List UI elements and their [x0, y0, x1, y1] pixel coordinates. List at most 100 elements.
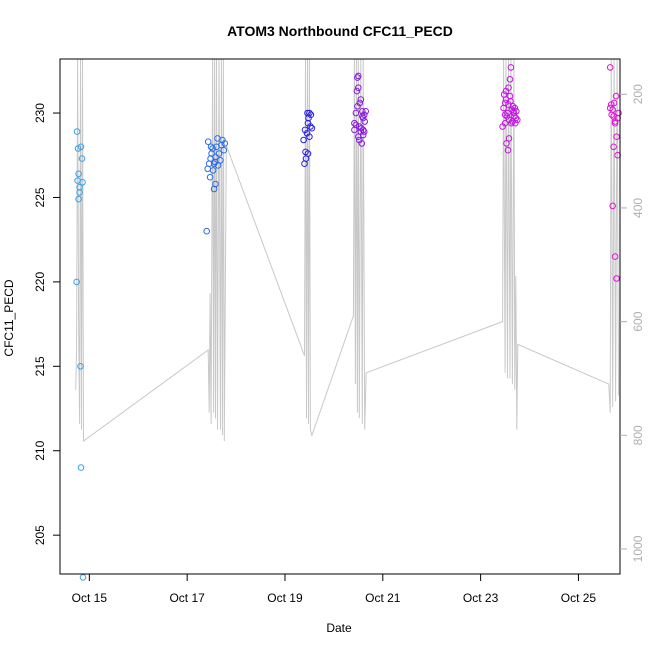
data-point	[615, 109, 622, 117]
data-point	[209, 145, 216, 152]
x-tick-label: Oct 21	[365, 591, 401, 605]
data-point	[77, 143, 85, 151]
data-point	[73, 128, 81, 135]
data-point	[606, 64, 614, 71]
data-point	[611, 253, 619, 260]
secondary-tick-label: 800	[631, 425, 645, 445]
y-tick-label: 220	[33, 272, 47, 292]
data-point	[611, 118, 619, 125]
data-point	[359, 113, 366, 120]
data-point	[220, 146, 228, 154]
data-point	[307, 111, 315, 118]
data-point	[610, 143, 617, 151]
data-point	[360, 111, 368, 118]
x-tick-label: Oct 17	[169, 591, 205, 605]
data-point	[79, 179, 86, 186]
data-point	[221, 140, 229, 147]
data-point	[300, 136, 307, 144]
data-point	[512, 119, 519, 127]
data-point	[203, 227, 210, 235]
data-point	[502, 96, 510, 103]
x-tick-label: Oct 25	[561, 591, 597, 605]
series-2	[203, 135, 229, 235]
data-point	[503, 140, 510, 147]
series-3	[300, 109, 316, 167]
data-point	[355, 84, 362, 91]
x-tick-label: Oct 19	[267, 591, 303, 605]
data-point	[352, 109, 360, 117]
data-point	[308, 124, 316, 132]
data-point	[362, 108, 370, 115]
data-point	[204, 138, 212, 145]
data-point	[355, 72, 362, 80]
secondary-tick-label: 600	[631, 311, 645, 331]
chart-title: ATOM3 Northbound CFC11_PECD	[227, 23, 453, 39]
y-tick-label: 230	[33, 103, 47, 123]
data-point	[353, 87, 361, 95]
x-axis-label: Date	[326, 621, 352, 635]
data-point	[509, 103, 517, 110]
data-point	[505, 101, 512, 108]
data-point	[503, 113, 511, 120]
data-point	[612, 92, 620, 100]
data-point	[306, 133, 313, 140]
y-tick-label: 205	[33, 525, 47, 545]
data-point	[613, 275, 620, 282]
data-point	[77, 363, 84, 370]
data-point	[358, 124, 365, 132]
data-point	[75, 170, 82, 178]
data-point	[207, 143, 215, 151]
secondary-tick-label: 400	[631, 198, 645, 218]
data-point	[513, 108, 520, 115]
secondary-tick-label: 200	[631, 84, 645, 104]
data-point	[78, 155, 86, 162]
data-point	[507, 97, 514, 105]
secondary-tick-label: 1000	[631, 535, 645, 562]
data-point	[507, 64, 515, 71]
data-point	[352, 121, 360, 129]
data-point	[504, 146, 512, 154]
x-tick-label: Oct 15	[72, 591, 108, 605]
data-point	[209, 167, 217, 174]
data-point	[212, 180, 219, 188]
data-point	[215, 150, 223, 157]
data-point	[214, 162, 222, 169]
data-point	[79, 574, 87, 581]
data-point	[356, 136, 363, 144]
data-point	[301, 126, 309, 134]
secondary-axis: 200 400 600 800 1000	[620, 84, 645, 562]
data-point	[609, 202, 617, 210]
data-point	[76, 189, 83, 196]
data-point	[501, 119, 509, 127]
data-point	[304, 109, 311, 117]
data-point	[610, 99, 618, 107]
data-point	[356, 99, 364, 107]
data-point	[73, 278, 80, 286]
y-axis-label: CFC11_PECD	[2, 279, 16, 356]
points-layer	[73, 64, 622, 581]
series-4	[351, 72, 370, 147]
series-5	[499, 64, 521, 154]
data-point	[508, 106, 516, 113]
data-point	[206, 173, 214, 181]
x-axis: Oct 15 Oct 17 Oct 19 Oct 21 Oct 23 Oct 25	[72, 573, 597, 605]
data-point	[608, 111, 616, 118]
y-tick-label: 210	[33, 440, 47, 460]
data-point	[361, 118, 369, 125]
data-point	[606, 104, 614, 112]
series-1	[73, 128, 87, 581]
data-point	[351, 119, 358, 127]
data-point	[307, 123, 314, 130]
data-point	[75, 195, 82, 203]
data-point	[77, 464, 85, 471]
data-point	[359, 126, 367, 134]
y-axis: 205 210 215 220 225 230	[33, 103, 60, 545]
data-point	[501, 111, 509, 118]
data-point	[505, 116, 513, 124]
series-6	[606, 64, 622, 282]
x-tick-label: Oct 23	[463, 591, 499, 605]
y-tick-label: 225	[33, 187, 47, 207]
data-point	[505, 84, 512, 91]
